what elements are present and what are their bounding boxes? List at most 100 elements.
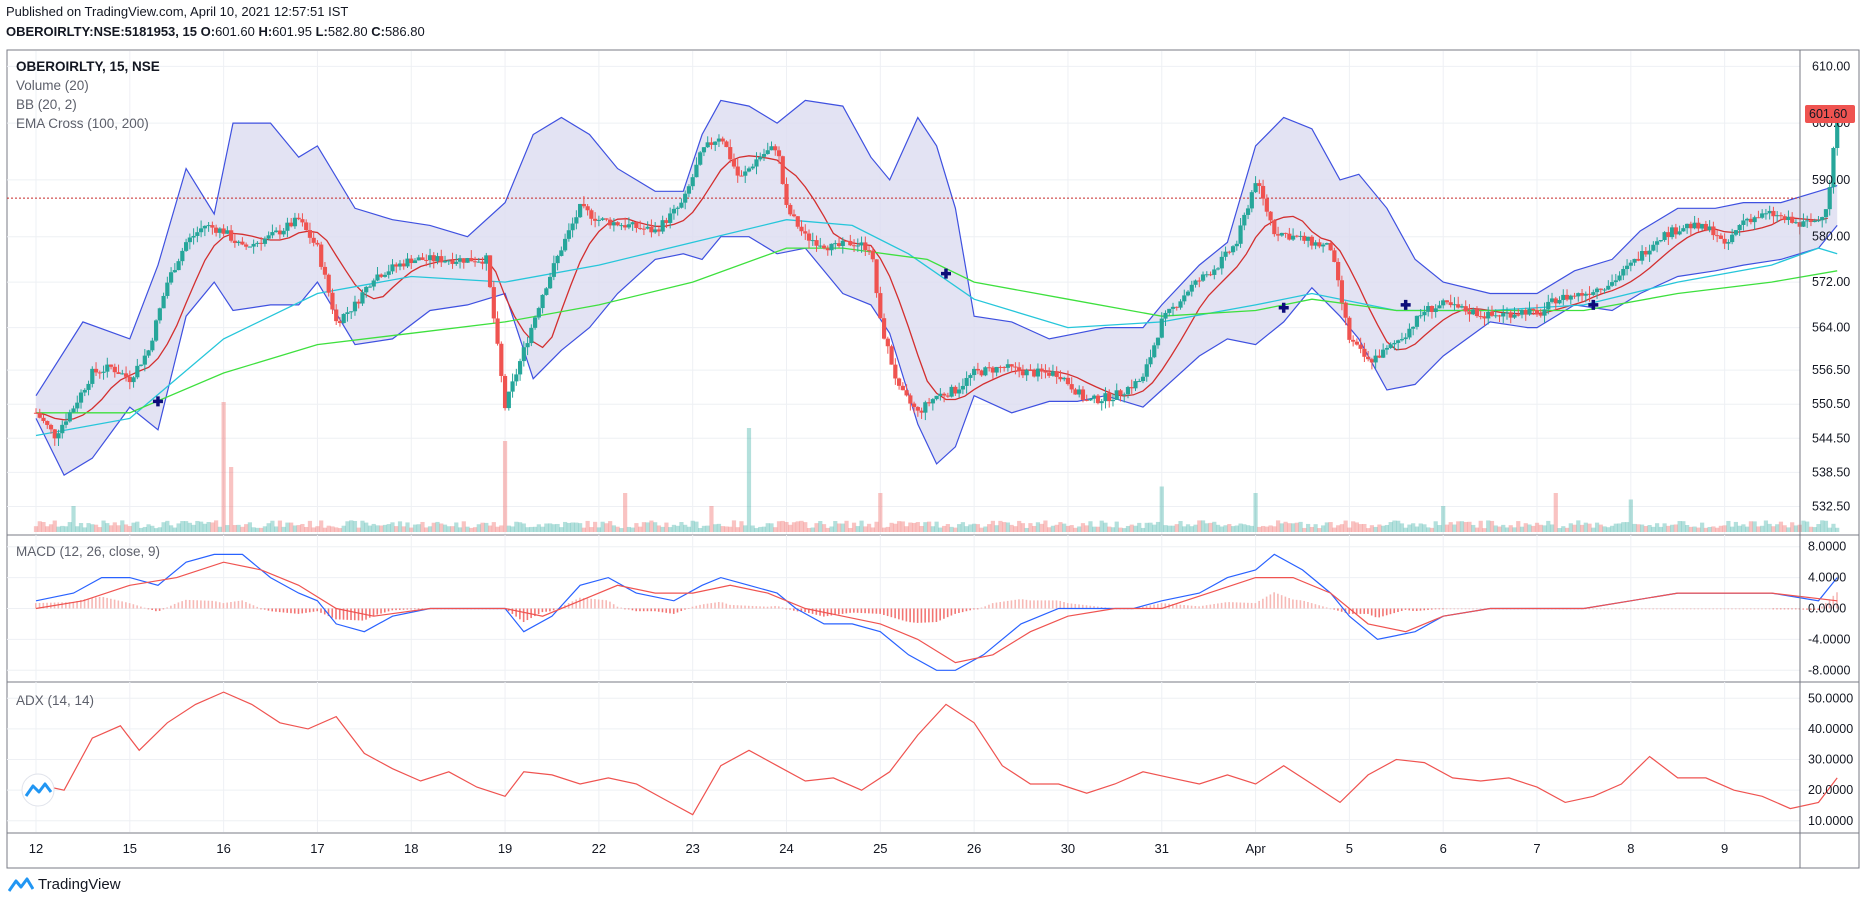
macd-histogram-bar bbox=[87, 598, 90, 609]
volume-bar bbox=[679, 522, 684, 532]
volume-bar bbox=[863, 526, 868, 532]
macd-histogram-bar bbox=[1749, 608, 1752, 610]
candle-body bbox=[123, 373, 129, 377]
macd-histogram-bar bbox=[1014, 599, 1017, 609]
candle-body bbox=[968, 375, 973, 378]
candle-body bbox=[814, 240, 819, 246]
macd-histogram-bar bbox=[646, 608, 649, 612]
volume-bar bbox=[1324, 522, 1329, 532]
candle-body bbox=[1163, 312, 1168, 319]
macd-histogram-bar bbox=[113, 599, 116, 609]
macd-histogram-bar bbox=[571, 601, 574, 609]
candle-body bbox=[574, 217, 579, 224]
volume-bar bbox=[517, 522, 523, 532]
volume-bar bbox=[1227, 524, 1232, 532]
macd-histogram-bar bbox=[83, 599, 86, 609]
time-tick-label: 6 bbox=[1440, 841, 1447, 856]
candle-body bbox=[1564, 294, 1570, 300]
macd-histogram-bar bbox=[556, 608, 559, 610]
volume-bar bbox=[1133, 525, 1138, 532]
volume-bar bbox=[1688, 526, 1693, 532]
volume-bar bbox=[454, 522, 459, 532]
candle-body bbox=[927, 402, 932, 404]
macd-histogram-bar bbox=[1280, 595, 1283, 609]
macd-histogram-bar bbox=[1190, 605, 1193, 609]
volume-bar bbox=[754, 528, 759, 532]
macd-histogram-bar bbox=[931, 608, 934, 623]
candle-body bbox=[878, 293, 883, 319]
macd-histogram-bar bbox=[1408, 608, 1411, 611]
macd-histogram-bar bbox=[1074, 603, 1077, 609]
macd-grid bbox=[7, 535, 1800, 680]
volume-bar bbox=[1523, 523, 1528, 532]
candle-body bbox=[1362, 348, 1367, 357]
candle-body bbox=[833, 243, 838, 245]
candle-body bbox=[1681, 228, 1686, 232]
candle-body bbox=[1512, 314, 1517, 318]
candle-body bbox=[1411, 326, 1416, 329]
legend-ema-cross: EMA Cross (100, 200) bbox=[16, 116, 149, 131]
volume-bar bbox=[506, 525, 511, 532]
candle-body bbox=[615, 222, 620, 226]
candle-body bbox=[255, 242, 260, 244]
volume-bar bbox=[1812, 527, 1817, 532]
candle-body bbox=[900, 385, 905, 391]
macd-histogram-bar bbox=[560, 606, 562, 609]
candle-body bbox=[701, 147, 707, 153]
candle-body bbox=[210, 225, 215, 228]
volume-bar bbox=[803, 522, 808, 532]
candle-body bbox=[1178, 301, 1183, 308]
volume-bar bbox=[1302, 527, 1307, 532]
macd-histogram-bar bbox=[1202, 605, 1204, 609]
macd-histogram-bar bbox=[1731, 608, 1733, 610]
volume-bar bbox=[799, 520, 804, 532]
volume-bar bbox=[1084, 525, 1089, 532]
macd-histogram-bar bbox=[170, 605, 172, 609]
tradingview-brand[interactable]: TradingView bbox=[8, 876, 121, 893]
macd-histogram-bar bbox=[1040, 600, 1043, 609]
candle-body bbox=[1722, 238, 1727, 244]
macd-histogram-bar bbox=[1175, 604, 1178, 609]
volume-bar bbox=[356, 527, 361, 532]
macd-histogram-bar bbox=[1141, 606, 1144, 609]
tradingview-badge[interactable] bbox=[21, 773, 55, 807]
candle-body bbox=[866, 250, 872, 252]
volume-bar bbox=[142, 526, 147, 532]
candle-body bbox=[705, 142, 710, 148]
macd-histogram-bar bbox=[597, 599, 600, 609]
candle-body bbox=[1459, 306, 1465, 308]
candle-body bbox=[934, 395, 939, 400]
candle-body bbox=[1703, 223, 1708, 230]
candle-body bbox=[720, 138, 725, 142]
candle-body bbox=[281, 230, 286, 235]
volume-bar bbox=[56, 526, 61, 532]
candle-body bbox=[1553, 298, 1558, 304]
candle-body bbox=[660, 220, 665, 232]
macd-histogram-bar bbox=[1757, 608, 1760, 610]
macd-histogram-bar bbox=[1427, 608, 1429, 610]
macd-histogram-bar bbox=[1438, 608, 1441, 610]
volume-bar bbox=[881, 527, 887, 532]
candle-body bbox=[1272, 220, 1277, 235]
macd-line bbox=[35, 553, 1838, 671]
volume-bar bbox=[964, 526, 969, 532]
volume-bar bbox=[1065, 525, 1071, 532]
candle-body bbox=[1786, 216, 1791, 221]
candle-body bbox=[664, 220, 669, 223]
candle-body bbox=[1643, 251, 1648, 255]
price-tick-label: 572.00 bbox=[1812, 275, 1850, 289]
volume-bar bbox=[71, 506, 76, 532]
macd-histogram-bar bbox=[594, 599, 596, 609]
macd-histogram-bar bbox=[680, 608, 683, 612]
candle-body bbox=[405, 258, 410, 267]
macd-histogram-bar bbox=[1145, 605, 1148, 609]
volume-bar bbox=[848, 527, 853, 532]
candle-body bbox=[420, 257, 425, 260]
volume-bar bbox=[1756, 526, 1761, 532]
macd-histogram-bar bbox=[1588, 608, 1591, 610]
macd-histogram-bar bbox=[1070, 603, 1073, 609]
macd-histogram-bar bbox=[1794, 608, 1797, 610]
candle-body bbox=[1594, 288, 1600, 293]
legend-bollinger: BB (20, 2) bbox=[16, 97, 77, 112]
